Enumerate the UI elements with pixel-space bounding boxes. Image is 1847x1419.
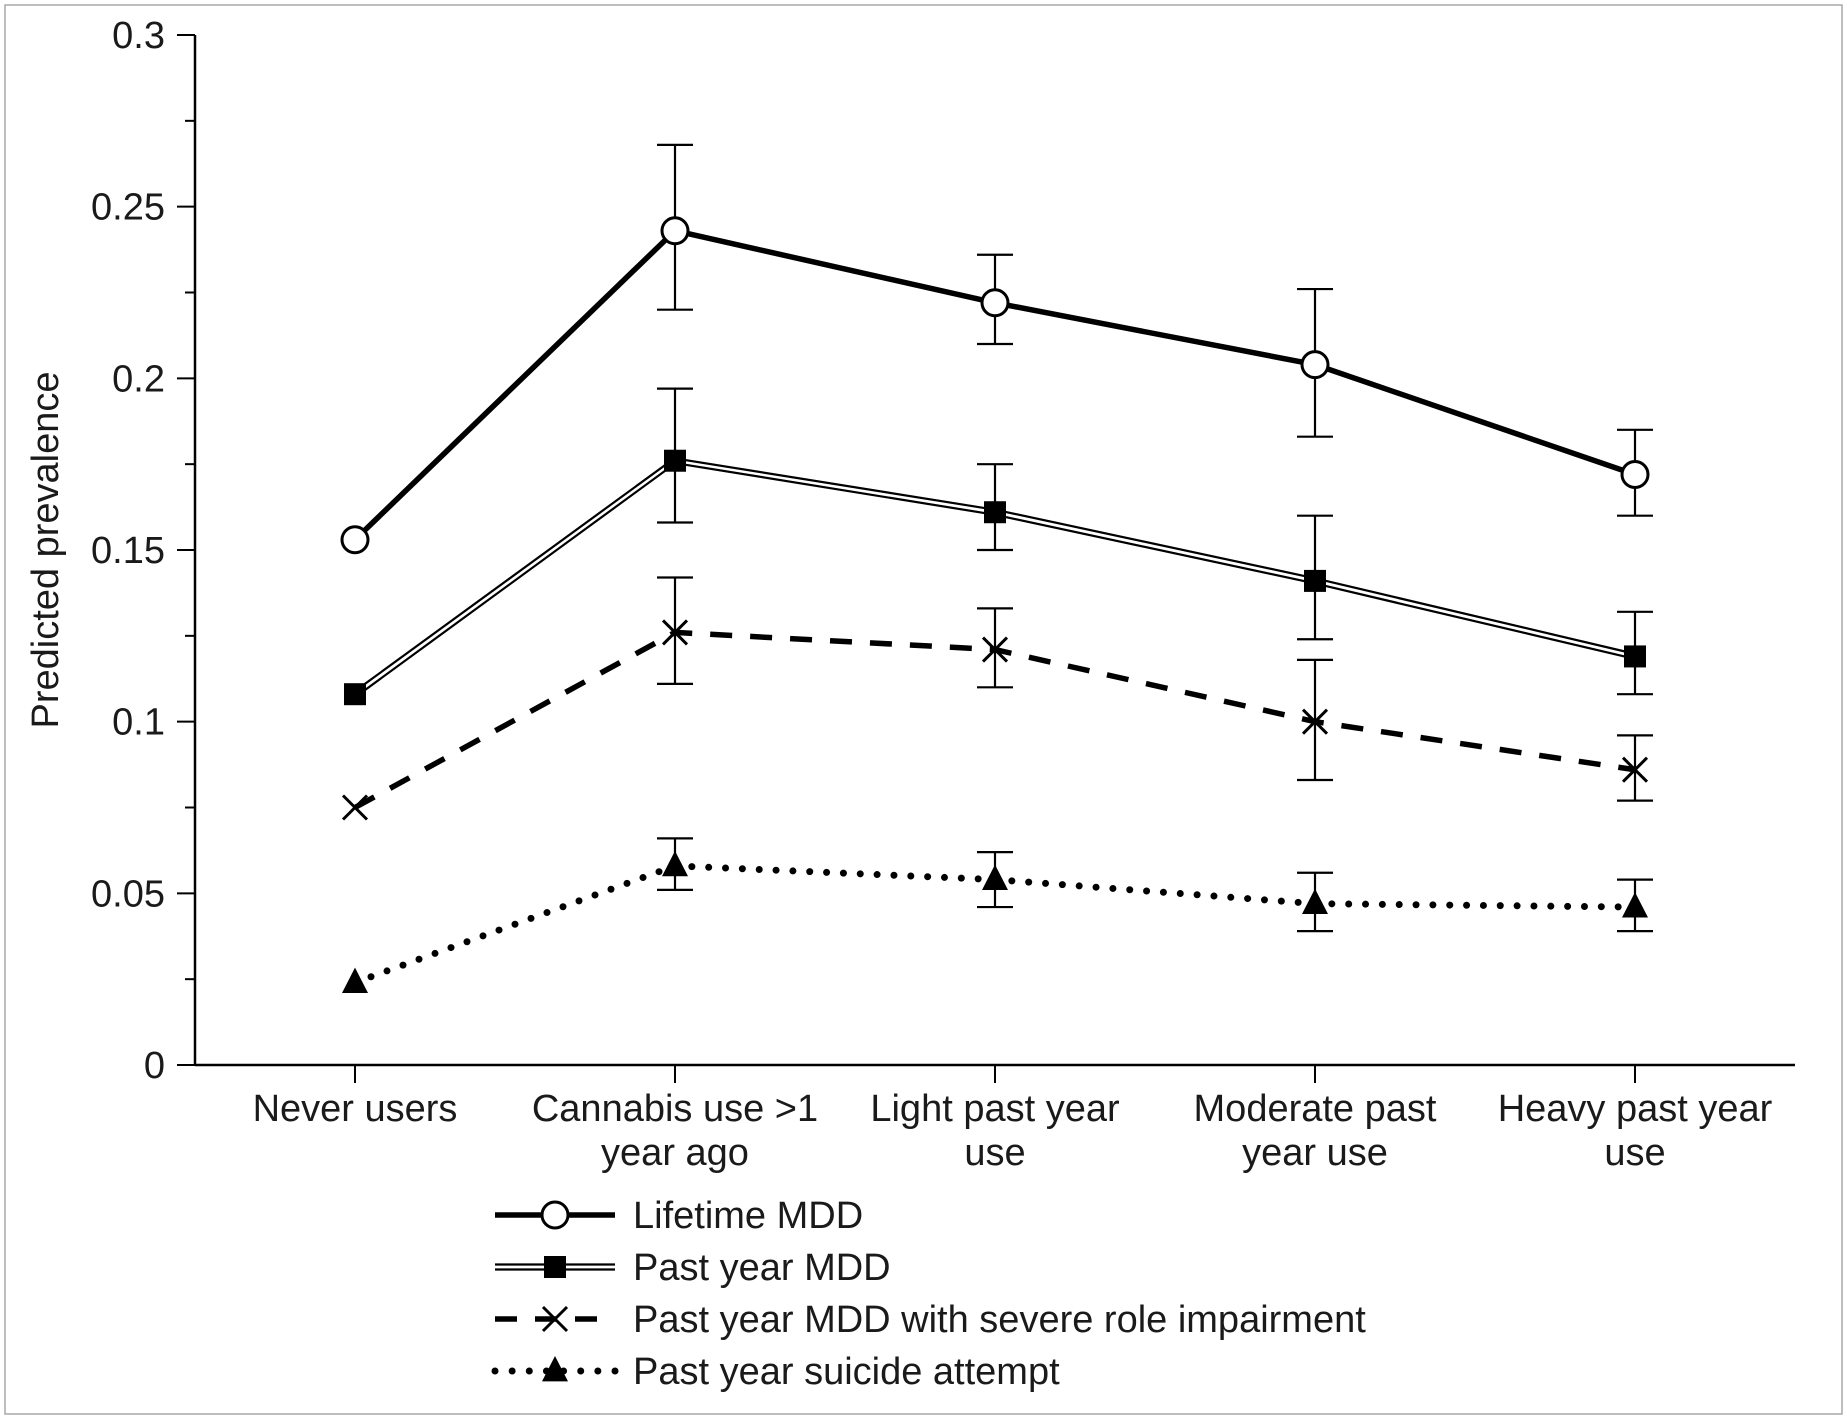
y-tick-label: 0.15 [91, 530, 165, 572]
legend-item-past-year-suicide: Past year suicide attempt [492, 1351, 1061, 1393]
legend-label: Past year MDD with severe role impairmen… [633, 1299, 1366, 1341]
legend-label: Past year MDD [633, 1247, 891, 1289]
y-tick-label: 0.05 [91, 873, 165, 915]
legend-item-past-year-mdd-severe: Past year MDD with severe role impairmen… [495, 1299, 1366, 1341]
series-lifetime-mdd [342, 145, 1653, 553]
series-past-year-mdd [344, 389, 1653, 706]
line-chart: 0 0.05 0.1 0.15 0.2 0.25 0.3 Predicted prevalen… [0, 0, 1847, 1419]
legend: Lifetime MDD Past year MDD Past year MDD w… [492, 1195, 1367, 1393]
series-past-year-suicide [342, 838, 1653, 993]
x-tick-label: Never users [253, 1088, 458, 1130]
x-tick-label: Light past yearuse [870, 1088, 1120, 1174]
y-tick-label: 0.25 [91, 187, 165, 229]
y-tick-label: 0.1 [112, 702, 165, 744]
series-past-year-mdd-severe [343, 577, 1653, 819]
legend-item-past-year-mdd: Past year MDD [495, 1247, 891, 1289]
y-tick-label: 0 [144, 1045, 165, 1087]
legend-label: Lifetime MDD [633, 1195, 863, 1237]
x-tick-label: Heavy past yearuse [1498, 1088, 1773, 1174]
x-tick-label: Moderate pastyear use [1194, 1088, 1437, 1174]
legend-item-lifetime-mdd: Lifetime MDD [495, 1195, 863, 1237]
legend-label: Past year suicide attempt [633, 1351, 1060, 1393]
chart-border [5, 5, 1842, 1414]
y-tick-label: 0.3 [112, 15, 165, 57]
y-axis-label: Predicted prevalence [25, 372, 67, 729]
y-tick-label: 0.2 [112, 358, 165, 400]
x-tick-label: Cannabis use >1year ago [532, 1088, 818, 1174]
chart-container: 0 0.05 0.1 0.15 0.2 0.25 0.3 Predicted prevalen… [0, 0, 1847, 1419]
